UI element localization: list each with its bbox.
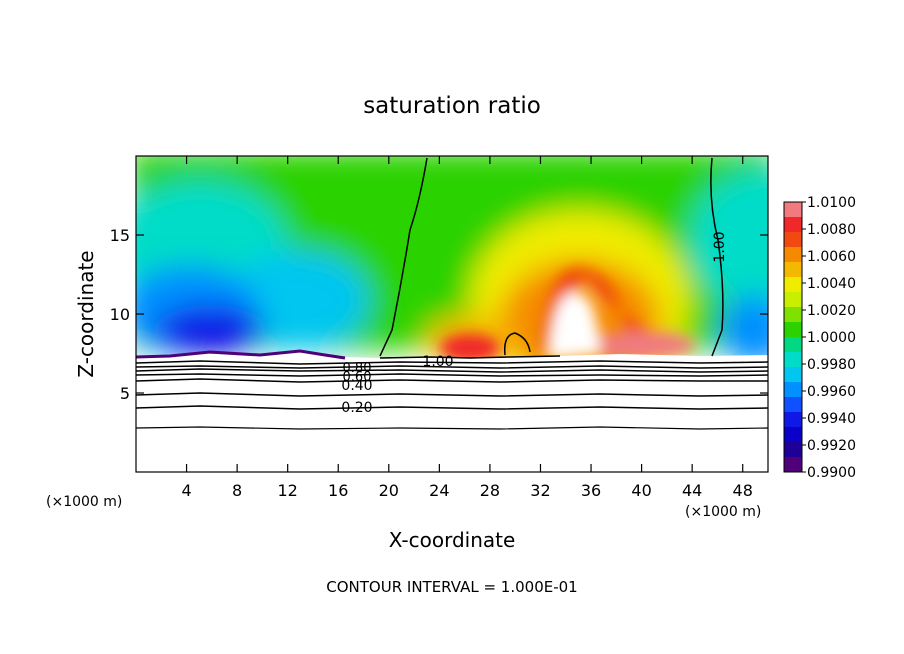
colorbar-level-label: 1.0000 — [807, 330, 856, 346]
colorbar-swatch — [784, 352, 802, 368]
contour-interval-footer: CONTOUR INTERVAL = 1.000E-01 — [326, 578, 577, 596]
x-tick-label: 44 — [682, 481, 702, 500]
x-tick-label: 28 — [480, 481, 500, 500]
x-tick-label: 24 — [429, 481, 449, 500]
colorbar-swatch — [784, 397, 802, 413]
x-axis: 4 8 12 16 20 24 28 32 36 40 44 48 — [181, 156, 753, 500]
x-unit-right: (×1000 m) — [685, 504, 761, 520]
contour-label-2: 1.00 — [712, 231, 728, 262]
contour-labels: 1.00 1.00 0.80 0.60 0.40 0.20 — [341, 231, 728, 416]
contour-label-3: 0.80 — [343, 361, 372, 376]
y-tick-label: 5 — [120, 384, 130, 403]
colorbar-level-label: 1.0100 — [807, 195, 856, 211]
colorbar-level-label: 0.9900 — [807, 465, 856, 481]
colorbar-swatch — [784, 367, 802, 383]
x-tick-label: 32 — [530, 481, 550, 500]
colorbar-swatch — [784, 442, 802, 458]
x-tick-label: 48 — [733, 481, 753, 500]
x-axis-label: X-coordinate — [389, 528, 516, 552]
colorbar-swatch — [784, 382, 802, 398]
chart-title: saturation ratio — [363, 93, 541, 119]
colorbar-swatch — [784, 427, 802, 443]
contour-label-6: 0.20 — [341, 400, 372, 416]
colorbar: 1.0100 1.0080 1.0060 1.0040 1.0020 1.0000 0.99… — [783, 195, 856, 481]
y-tick-label: 10 — [110, 305, 130, 324]
colorbar-swatch — [784, 412, 802, 428]
colorbar-level-label: 0.9940 — [807, 411, 856, 427]
colorbar-swatch — [784, 202, 802, 218]
heatmap-field — [136, 156, 768, 472]
colorbar-swatch — [784, 337, 802, 353]
colorbar-swatch — [784, 457, 802, 473]
x-tick-label: 16 — [328, 481, 348, 500]
x-tick-label: 12 — [278, 481, 298, 500]
colorbar-swatch — [784, 322, 802, 338]
colorbar-swatch — [784, 217, 802, 233]
x-tick-label: 8 — [232, 481, 242, 500]
y-axis: 5 10 15 — [110, 226, 768, 403]
contour-label-5: 0.40 — [341, 378, 372, 394]
x-tick-label: 4 — [181, 481, 191, 500]
colorbar-level-label: 0.9980 — [807, 357, 856, 373]
contour-label-1: 1.00 — [422, 354, 453, 370]
colorbar-swatch — [784, 232, 802, 248]
x-tick-label: 36 — [581, 481, 601, 500]
x-tick-label: 20 — [379, 481, 399, 500]
colorbar-level-label: 0.9920 — [807, 438, 856, 454]
y-axis-label: Z-coordinate — [74, 250, 98, 377]
colorbar-level-label: 1.0060 — [807, 249, 856, 265]
colorbar-swatch — [784, 307, 802, 323]
contour-label-4: 0.60 — [343, 370, 372, 385]
colorbar-level-label: 1.0080 — [807, 222, 856, 238]
colorbar-swatch — [784, 277, 802, 293]
colorbar-swatch — [784, 292, 802, 308]
colorbar-level-label: 1.0040 — [807, 276, 856, 292]
colorbar-swatch — [784, 247, 802, 263]
x-unit-left: (×1000 m) — [46, 494, 122, 510]
y-tick-label: 15 — [110, 226, 130, 245]
colorbar-level-label: 0.9960 — [807, 384, 856, 400]
colorbar-level-label: 1.0020 — [807, 303, 856, 319]
colorbar-swatch — [784, 262, 802, 278]
x-tick-label: 40 — [631, 481, 651, 500]
